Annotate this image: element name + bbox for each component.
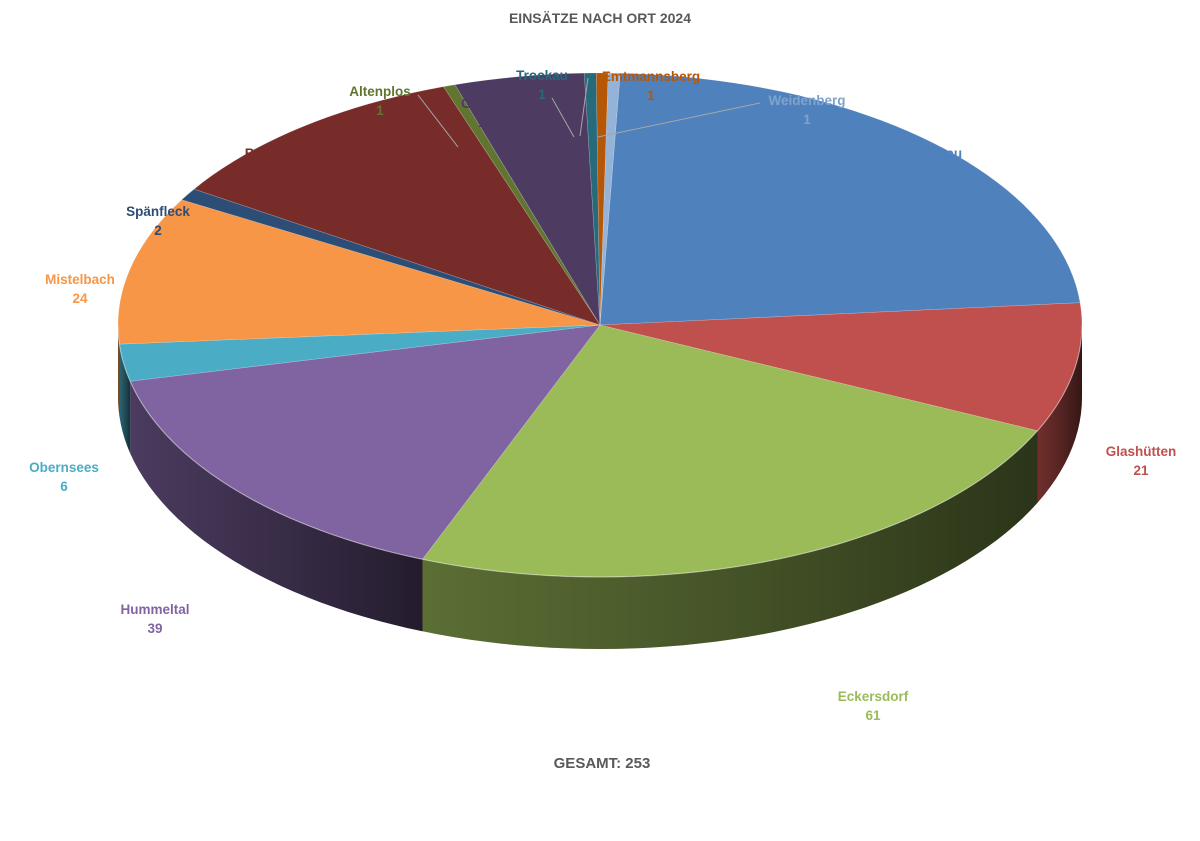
pie-rim [117, 324, 1083, 578]
slice-value-obernsees: 6 [60, 479, 68, 494]
pie-slice-mistelbach [117, 199, 601, 345]
slice-value-weidenberg: 1 [803, 112, 811, 127]
pie-side-shade [130, 381, 423, 632]
leader-line [579, 77, 589, 137]
slice-value-mistelbach: 24 [72, 291, 88, 306]
pie-side-shade [1037, 325, 1082, 503]
slice-value-spänfleck: 2 [154, 223, 162, 238]
pie-slice-eckersdorf [421, 324, 1039, 578]
leader-line [597, 102, 761, 138]
slice-label-bayreuth: Bayreuth [245, 146, 304, 161]
slice-label-mistelbach: Mistelbach [45, 272, 115, 287]
slice-value-emtmannsberg: 1 [647, 88, 655, 103]
pie-side-shade [422, 430, 1038, 649]
pie-side-shade [118, 325, 120, 417]
pie-labels: Mistelgau58Glashütten21Eckersdorf61Humme… [29, 68, 1176, 723]
slice-value-altenplos: 1 [376, 103, 384, 118]
chart-title: EINSÄTZE NACH ORT 2024 [509, 10, 691, 26]
pie-slice-obernsees [119, 324, 601, 382]
slice-value-trockau: 1 [538, 87, 546, 102]
pie-leader-lines [417, 77, 761, 148]
slice-label-eckersdorf: Eckersdorf [838, 689, 909, 704]
slice-label-mistelgau: Mistelgau [900, 146, 962, 161]
slice-label-spänfleck: Spänfleck [126, 204, 190, 219]
slice-label-glashütten: Glashütten [1106, 444, 1177, 459]
slice-value-eckersdorf: 61 [865, 708, 881, 723]
slice-value-hummeltal: 39 [147, 621, 162, 636]
slice-value-mistelgau: 58 [923, 165, 939, 180]
pie-tops [117, 72, 1083, 578]
pie-slice-bayreuth [193, 86, 601, 326]
pie-sides [118, 325, 1082, 649]
slice-label-weidenberg: Weidenberg [768, 93, 845, 108]
pie-slice-gesees [454, 72, 601, 326]
slice-label-hummeltal: Hummeltal [120, 602, 189, 617]
slice-label-altenplos: Altenplos [349, 84, 411, 99]
pie-slice-weidenberg [599, 72, 621, 326]
pie-slice-glashütten [599, 302, 1083, 432]
chart-total: GESAMT: 253 [554, 755, 651, 772]
slice-value-glashütten: 21 [1133, 463, 1149, 478]
slice-value-bayreuth: 27 [266, 165, 281, 180]
leader-line [551, 97, 575, 138]
leader-line [417, 94, 459, 148]
pie-side-shade [119, 344, 131, 454]
slice-label-obernsees: Obernsees [29, 460, 99, 475]
pie-slice-hummeltal [129, 324, 601, 560]
slice-label-trockau: Trockau [516, 68, 568, 83]
slice-value-gesees: 11 [478, 115, 493, 130]
pie-slice-mistelgau [599, 72, 1081, 326]
slice-label-emtmannsberg: Emtmannsberg [602, 69, 700, 84]
slice-label-gesees: Gesees [461, 96, 509, 111]
